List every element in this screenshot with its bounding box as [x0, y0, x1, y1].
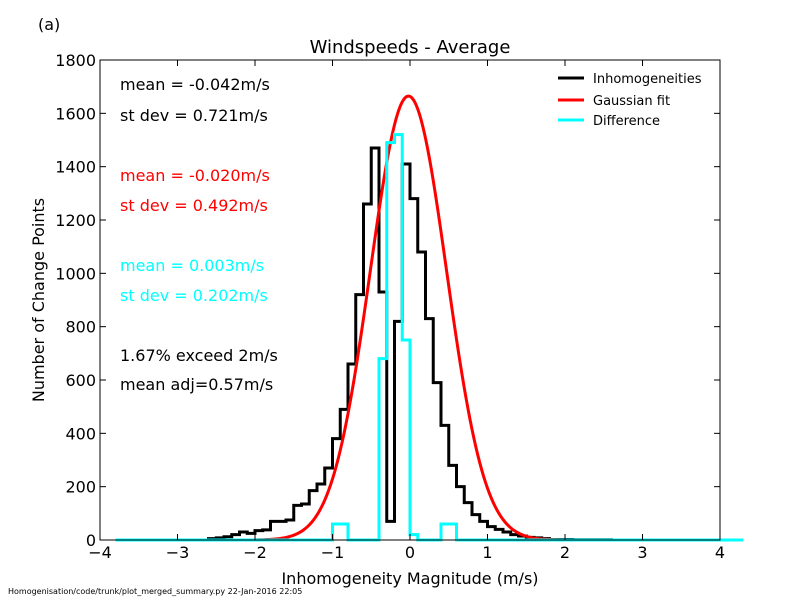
x-tick-label: −2 [243, 543, 267, 562]
legend-label-gaussian-fit: Gaussian fit [593, 94, 670, 109]
x-tick-label: 0 [405, 543, 415, 562]
y-tick-label: 1200 [55, 211, 96, 230]
x-tick-label: −4 [88, 543, 112, 562]
stats-annotation: st dev = 0.202m/s [120, 286, 268, 305]
plot-area [115, 94, 744, 542]
x-tick-label: −1 [321, 543, 345, 562]
y-tick-label: 0 [86, 531, 96, 550]
chart-title: Windspeeds - Average [310, 37, 511, 58]
y-tick-label: 1400 [55, 158, 96, 177]
footer-note: Homogenisation/code/trunk/plot_merged_su… [8, 587, 302, 596]
x-tick-label: −3 [166, 543, 190, 562]
stats-annotation: mean adj=0.57m/s [120, 375, 273, 394]
stats-annotation: mean = 0.003m/s [120, 256, 264, 275]
legend-label-inhomogeneities: Inhomogeneities [593, 72, 702, 87]
x-tick-label: 3 [637, 543, 647, 562]
y-axis-label: Number of Change Points [29, 198, 48, 402]
legend-label-difference: Difference [593, 114, 660, 129]
stats-annotation: st dev = 0.721m/s [120, 106, 268, 125]
x-tick-label: 2 [560, 543, 570, 562]
panel-label: (a) [38, 15, 60, 34]
axes: −4 −3 −2 −1 0 1 2 3 4 0 200 400 600 800 1000 1200 1400 16… [55, 51, 725, 562]
series-gaussian-fit-line [254, 94, 566, 542]
legend: Inhomogeneities Gaussian fit Difference [558, 72, 702, 129]
x-tick-label: 4 [715, 543, 725, 562]
stats-annotation: 1.67% exceed 2m/s [120, 346, 278, 365]
y-tick-label: 800 [65, 318, 96, 337]
stats-annotation: mean = -0.042m/s [120, 75, 270, 94]
stats-annotation: mean = -0.020m/s [120, 166, 270, 185]
stats-annotations: mean = -0.042m/s st dev = 0.721m/s mean = … [120, 75, 278, 394]
stats-annotation: st dev = 0.492m/s [120, 196, 268, 215]
y-tick-label: 1000 [55, 264, 96, 283]
y-tick-label: 1800 [55, 51, 96, 70]
y-tick-label: 600 [65, 371, 96, 390]
y-tick-label: 1600 [55, 104, 96, 123]
y-tick-label: 400 [65, 424, 96, 443]
x-tick-label: 1 [482, 543, 492, 562]
y-tick-label: 200 [65, 478, 96, 497]
x-axis-label: Inhomogeneity Magnitude (m/s) [281, 569, 538, 588]
